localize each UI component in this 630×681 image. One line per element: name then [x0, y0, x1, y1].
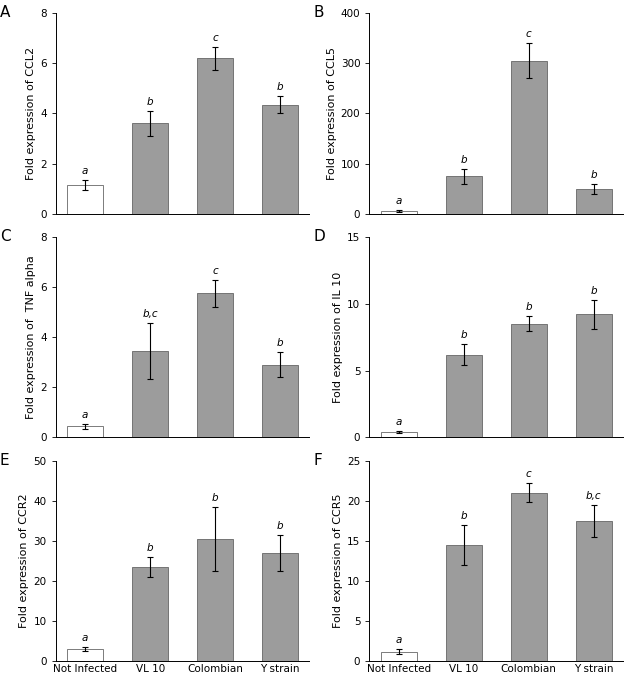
Text: D: D	[314, 229, 325, 244]
Text: b: b	[461, 330, 467, 340]
Bar	[381, 432, 416, 437]
Bar	[381, 211, 416, 214]
Y-axis label: Fold expression of CCR2: Fold expression of CCR2	[20, 494, 30, 629]
Text: c: c	[526, 29, 532, 39]
Bar	[511, 493, 547, 661]
Text: b,c: b,c	[142, 309, 158, 319]
Bar	[197, 59, 233, 214]
Bar	[446, 355, 481, 437]
Text: F: F	[314, 453, 323, 468]
Bar	[381, 652, 416, 661]
Bar	[576, 189, 612, 214]
Text: a: a	[82, 633, 88, 644]
Text: A: A	[0, 5, 10, 20]
Y-axis label: Fold expression of CCL5: Fold expression of CCL5	[326, 47, 336, 180]
Text: b: b	[277, 521, 284, 531]
Text: a: a	[82, 165, 88, 176]
Text: b: b	[525, 302, 532, 313]
Bar	[197, 294, 233, 437]
Text: b: b	[461, 511, 467, 521]
Bar	[132, 123, 168, 214]
Text: B: B	[314, 5, 324, 20]
Bar	[67, 649, 103, 661]
Text: b: b	[147, 543, 154, 553]
Text: b: b	[277, 82, 284, 92]
Text: b: b	[277, 338, 284, 348]
Bar	[262, 365, 298, 437]
Y-axis label: Fold expression of CCL2: Fold expression of CCL2	[26, 47, 36, 180]
Text: a: a	[82, 410, 88, 419]
Bar	[446, 176, 481, 214]
Bar	[511, 324, 547, 437]
Text: a: a	[396, 635, 402, 645]
Y-axis label: Fold expression of IL 10: Fold expression of IL 10	[333, 272, 343, 403]
Bar	[262, 553, 298, 661]
Text: E: E	[0, 453, 9, 468]
Text: C: C	[0, 229, 11, 244]
Bar	[576, 315, 612, 437]
Bar	[132, 351, 168, 437]
Bar	[67, 426, 103, 437]
Bar	[132, 567, 168, 661]
Bar	[67, 185, 103, 214]
Bar	[446, 545, 481, 661]
Bar	[511, 61, 547, 214]
Bar	[576, 521, 612, 661]
Text: c: c	[212, 266, 218, 276]
Text: c: c	[212, 33, 218, 43]
Y-axis label: Fold expression of  TNF alpha: Fold expression of TNF alpha	[26, 255, 36, 419]
Text: c: c	[526, 469, 532, 479]
Text: b: b	[590, 286, 597, 296]
Text: b: b	[212, 493, 219, 503]
Text: a: a	[396, 196, 402, 206]
Text: b: b	[590, 170, 597, 180]
Text: b,c: b,c	[586, 491, 602, 501]
Bar	[262, 105, 298, 214]
Text: b: b	[461, 155, 467, 165]
Text: a: a	[396, 417, 402, 427]
Text: b: b	[147, 97, 154, 107]
Y-axis label: Fold expression of CCR5: Fold expression of CCR5	[333, 494, 343, 629]
Bar	[197, 539, 233, 661]
